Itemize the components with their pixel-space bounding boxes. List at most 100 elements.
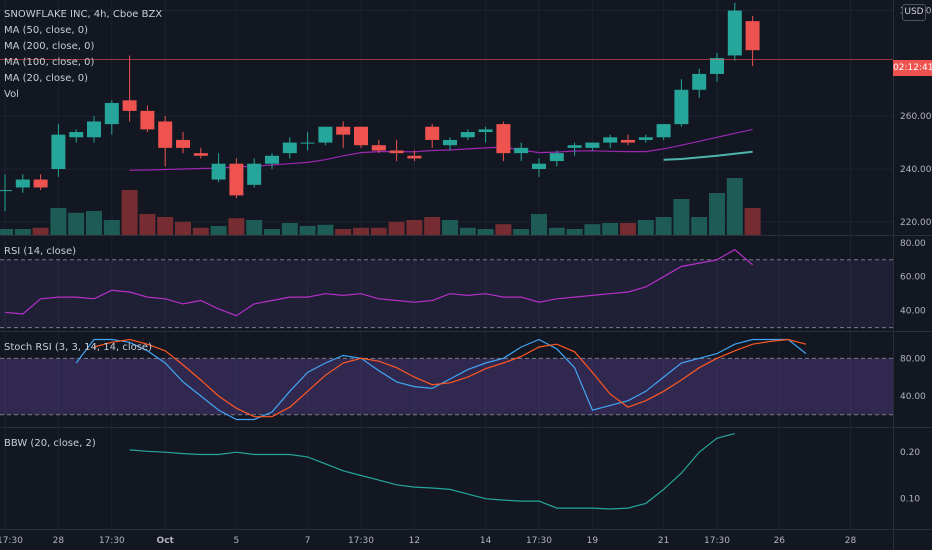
time-axis-label: 17:30: [526, 536, 552, 546]
candle-body: [15, 179, 30, 188]
legend-ma100[interactable]: MA (100, close, 0): [4, 57, 95, 68]
time-axis-label: 19: [587, 536, 599, 546]
bbw-axis-label: 0.20: [900, 448, 920, 458]
volume-bar: [139, 214, 156, 235]
volume-bar: [495, 224, 512, 235]
time-axis-label: Oct: [157, 536, 175, 546]
volume-bar: [442, 220, 458, 235]
time-axis-label: 5: [234, 536, 240, 546]
candle-body: [300, 142, 315, 144]
volume-bar: [477, 229, 494, 235]
volume-bar: [602, 223, 619, 235]
legend-ma200[interactable]: MA (200, close, 0): [4, 41, 95, 52]
time-axis-label: 26: [774, 536, 786, 546]
candle-body: [532, 163, 546, 169]
candle-body: [389, 150, 404, 154]
volume-bar: [246, 220, 263, 235]
legend-ma20[interactable]: MA (20, close, 0): [4, 73, 89, 84]
volume-bar: [103, 220, 120, 235]
volume-bar: [370, 227, 387, 235]
stoch-band-fill: [0, 358, 893, 415]
candle-body: [727, 10, 742, 56]
volume-bar: [175, 221, 191, 235]
candle-body: [585, 142, 600, 148]
candle-body: [318, 126, 333, 143]
candle-body: [69, 132, 84, 138]
time-axis-label: 17:30: [704, 536, 730, 546]
volume-bar: [86, 211, 102, 235]
legend-stoch-rsi[interactable]: Stoch RSI (3, 3, 14, 14, close): [4, 342, 152, 353]
candle-body: [176, 139, 190, 148]
rsi-axis-label: 60.00: [900, 273, 926, 283]
time-axis-label: 17:30: [99, 536, 125, 546]
candle-body: [567, 145, 582, 148]
volume-bar: [14, 229, 31, 235]
candle-body: [514, 147, 529, 154]
time-axis-label: 17:30: [348, 536, 374, 546]
volume-bar: [0, 229, 13, 235]
volume-bar: [513, 229, 530, 235]
volume-bar: [691, 217, 708, 235]
candle-body: [496, 124, 511, 154]
candle-body: [478, 129, 493, 133]
volume-bar: [157, 217, 174, 235]
bbw-axis-label: 0.10: [900, 495, 920, 505]
candle-body: [710, 58, 724, 74]
time-axis-label: 21: [658, 536, 669, 546]
rsi-band-fill: [0, 259, 893, 328]
symbol-title: SNOWFLAKE INC, 4h, Cboe BZX: [4, 9, 163, 20]
volume-bar: [620, 223, 636, 235]
candle-body: [407, 155, 422, 159]
volume-bar: [353, 227, 369, 235]
volume-bar: [459, 227, 476, 235]
candle-body: [33, 179, 48, 188]
volume-bar: [406, 220, 423, 235]
volume-bar: [709, 193, 725, 235]
candle-body: [549, 153, 564, 162]
volume-bar: [50, 208, 67, 235]
time-axis-label: 12: [409, 536, 420, 546]
rsi-axis-label: 40.00: [900, 307, 926, 317]
candle-body: [692, 73, 707, 90]
candle-body: [336, 126, 351, 135]
volume-bar: [388, 221, 405, 235]
volume-bar: [584, 224, 601, 235]
legend-vol[interactable]: Vol: [4, 89, 19, 100]
volume-bar: [673, 199, 690, 235]
volume-bar: [566, 229, 583, 235]
candle-body: [354, 126, 368, 146]
stoch-axis-label: 40.00: [900, 392, 926, 402]
ma-line-teal: [663, 150, 753, 161]
candle-body: [621, 139, 635, 143]
candle-body: [371, 145, 386, 151]
candle-body: [104, 102, 119, 125]
currency-badge[interactable]: USD: [902, 4, 926, 21]
volume-bar: [281, 223, 298, 235]
volume-bar: [726, 178, 743, 235]
legend-rsi[interactable]: RSI (14, close): [4, 246, 77, 257]
candle-body: [122, 100, 137, 111]
candle-body: [460, 132, 475, 138]
candle-body: [0, 190, 12, 192]
volume-bar: [317, 224, 334, 235]
candle-body: [247, 163, 262, 185]
price-axis-label: 260.00: [900, 112, 932, 122]
candle-body: [674, 89, 689, 125]
volume-bar: [68, 212, 85, 235]
time-axis-label: 17:30: [0, 536, 23, 546]
legend-bbw[interactable]: BBW (20, close, 2): [4, 438, 96, 449]
volume-bar: [744, 208, 761, 235]
volume-bar: [531, 214, 547, 235]
legend-ma50[interactable]: MA (50, close, 0): [4, 25, 89, 36]
volume-bar: [637, 220, 654, 235]
candle-body: [193, 153, 208, 156]
bbw-line: [129, 433, 735, 510]
volume-bar: [655, 217, 672, 235]
volume-bar: [424, 217, 441, 235]
candle-body: [656, 124, 671, 138]
candle-body: [745, 21, 760, 51]
candle-body: [265, 155, 279, 164]
time-axis-label: 28: [845, 536, 857, 546]
